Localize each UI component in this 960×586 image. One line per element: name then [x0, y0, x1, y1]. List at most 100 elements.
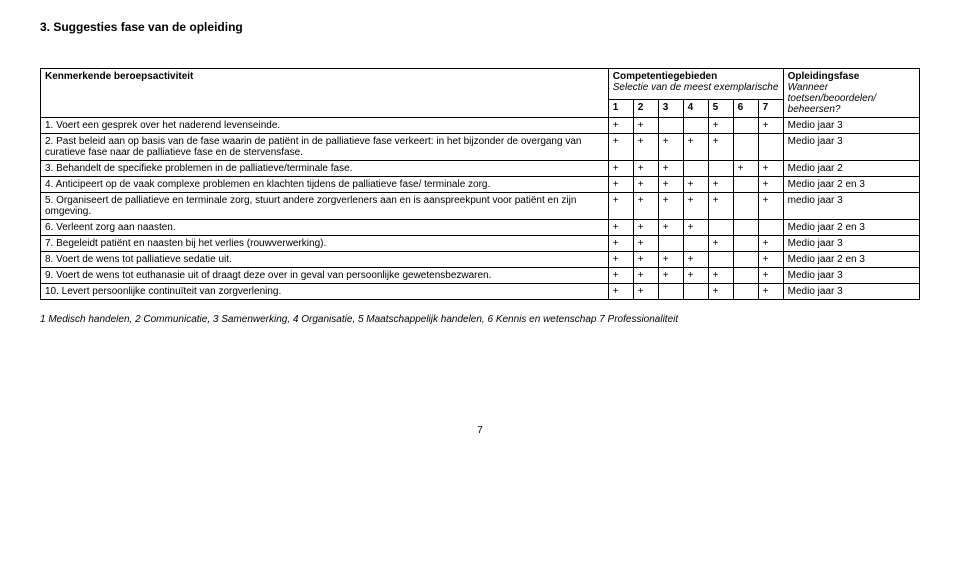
row-mark: + [658, 134, 683, 161]
row-mark: + [758, 161, 783, 177]
row-mark: + [758, 284, 783, 300]
table-row: 10. Levert persoonlijke continuïteit van… [41, 284, 920, 300]
row-mark: + [683, 220, 708, 236]
row-mark [733, 118, 758, 134]
row-phase: Medio jaar 2 en 3 [783, 252, 919, 268]
row-mark: + [608, 252, 633, 268]
row-mark: + [683, 177, 708, 193]
header-num-5: 5 [708, 99, 733, 117]
row-mark [733, 252, 758, 268]
row-mark: + [633, 134, 658, 161]
row-mark: + [758, 268, 783, 284]
page-number: 7 [40, 425, 920, 436]
row-mark: + [658, 177, 683, 193]
row-mark: + [608, 268, 633, 284]
legend-text: 1 Medisch handelen, 2 Communicatie, 3 Sa… [40, 314, 920, 325]
header-phase: Opleidingsfase Wanneer toetsen/beoordele… [783, 69, 919, 118]
row-mark: + [758, 236, 783, 252]
row-mark: + [733, 161, 758, 177]
table-row: 6. Verleent zorg aan naasten.++++Medio j… [41, 220, 920, 236]
row-mark: + [658, 193, 683, 220]
row-mark: + [708, 118, 733, 134]
header-num-2: 2 [633, 99, 658, 117]
table-row: 7. Begeleidt patiënt en naasten bij het … [41, 236, 920, 252]
row-phase: Medio jaar 2 en 3 [783, 177, 919, 193]
table-row: 8. Voert de wens tot palliatieve sedatie… [41, 252, 920, 268]
row-activity: 6. Verleent zorg aan naasten. [41, 220, 609, 236]
table-row: 9. Voert de wens tot euthanasie uit of d… [41, 268, 920, 284]
row-mark: + [708, 177, 733, 193]
table-row: 1. Voert een gesprek over het naderend l… [41, 118, 920, 134]
row-mark: + [708, 268, 733, 284]
section-title: 3. Suggesties fase van de opleiding [40, 20, 920, 34]
header-num-3: 3 [658, 99, 683, 117]
header-num-4: 4 [683, 99, 708, 117]
row-mark: + [608, 220, 633, 236]
row-mark: + [758, 118, 783, 134]
row-mark: + [608, 284, 633, 300]
row-mark: + [683, 193, 708, 220]
row-mark: + [658, 220, 683, 236]
row-activity: 3. Behandelt de specifieke problemen in … [41, 161, 609, 177]
table-row: 5. Organiseert de palliatieve en termina… [41, 193, 920, 220]
header-competence: Competentiegebieden Selectie van de mees… [608, 69, 783, 100]
row-mark: + [633, 193, 658, 220]
row-phase: medio jaar 3 [783, 193, 919, 220]
row-mark: + [683, 252, 708, 268]
row-mark: + [758, 177, 783, 193]
row-mark: + [658, 252, 683, 268]
table-row: 2. Past beleid aan op basis van de fase … [41, 134, 920, 161]
row-mark [658, 236, 683, 252]
row-activity: 8. Voert de wens tot palliatieve sedatie… [41, 252, 609, 268]
row-mark: + [633, 284, 658, 300]
header-num-7: 7 [758, 99, 783, 117]
row-mark: + [633, 177, 658, 193]
row-mark: + [683, 268, 708, 284]
header-competence-sub: Selectie van de meest exemplarische [613, 82, 779, 93]
row-mark: + [633, 252, 658, 268]
row-mark: + [633, 118, 658, 134]
row-phase: Medio jaar 3 [783, 118, 919, 134]
row-mark: + [658, 268, 683, 284]
row-mark: + [708, 284, 733, 300]
row-mark [708, 252, 733, 268]
row-mark: + [608, 134, 633, 161]
row-phase: Medio jaar 3 [783, 284, 919, 300]
table-row: 3. Behandelt de specifieke problemen in … [41, 161, 920, 177]
row-activity: 5. Organiseert de palliatieve en termina… [41, 193, 609, 220]
row-mark [658, 284, 683, 300]
header-activity: Kenmerkende beroepsactiviteit [41, 69, 609, 118]
row-mark: + [608, 236, 633, 252]
row-mark [733, 236, 758, 252]
row-mark [683, 161, 708, 177]
row-mark: + [608, 161, 633, 177]
row-mark: + [758, 193, 783, 220]
header-phase-title: Opleidingsfase [788, 71, 860, 82]
row-mark: + [633, 161, 658, 177]
header-num-1: 1 [608, 99, 633, 117]
row-mark [733, 193, 758, 220]
row-mark: + [633, 236, 658, 252]
header-phase-sub: Wanneer toetsen/beoordelen/ beheersen? [788, 82, 876, 115]
header-num-6: 6 [733, 99, 758, 117]
row-mark: + [633, 220, 658, 236]
row-mark [733, 268, 758, 284]
row-mark [683, 284, 708, 300]
row-activity: 2. Past beleid aan op basis van de fase … [41, 134, 609, 161]
row-mark: + [608, 177, 633, 193]
row-mark [733, 177, 758, 193]
row-mark [708, 220, 733, 236]
row-mark: + [658, 161, 683, 177]
row-activity: 7. Begeleidt patiënt en naasten bij het … [41, 236, 609, 252]
row-mark [733, 134, 758, 161]
row-mark [708, 161, 733, 177]
row-mark [733, 284, 758, 300]
row-mark: + [633, 268, 658, 284]
row-mark [758, 134, 783, 161]
row-activity: 1. Voert een gesprek over het naderend l… [41, 118, 609, 134]
row-phase: Medio jaar 3 [783, 134, 919, 161]
row-mark: + [708, 134, 733, 161]
header-competence-title: Competentiegebieden [613, 71, 717, 82]
row-mark [683, 118, 708, 134]
row-mark [758, 220, 783, 236]
